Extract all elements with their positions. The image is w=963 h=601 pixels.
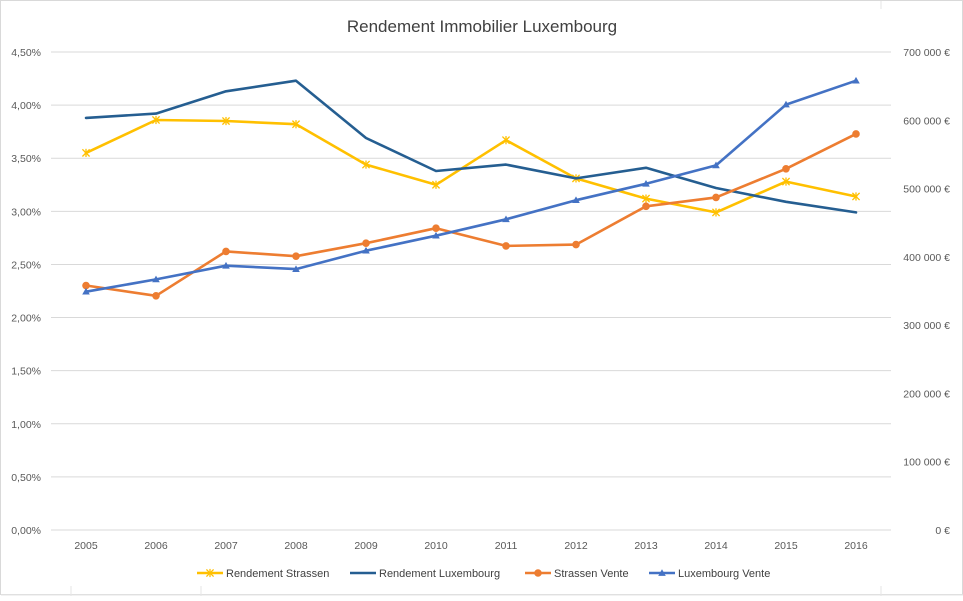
data-point-luxembourg-vente (292, 265, 300, 272)
data-point-strassen-vente (222, 247, 230, 256)
data-point-strassen-vente (852, 130, 860, 138)
x-tick-label: 2016 (844, 540, 868, 552)
legend-item-luxembourg-vente: Luxembourg Vente (649, 568, 770, 580)
data-point-rendement-strassen (221, 116, 231, 126)
data-point-rendement-strassen (501, 136, 511, 145)
left-axis: 0,00% 0,50% 1,00% 1,50% 2,00% 2,50% 3,00% 3,50%… (11, 47, 41, 537)
x-tick-label: 2006 (144, 540, 168, 552)
x-tick-label: 2007 (214, 540, 238, 552)
series-line-strassen-vente (84, 132, 858, 298)
y-left-tick-label: 4,50% (11, 47, 41, 59)
data-point-strassen-vente (712, 193, 720, 202)
gridlines (51, 51, 891, 531)
legend: Rendement Strassen Rendement Luxembourg St… (197, 568, 770, 580)
data-point-strassen-vente (152, 291, 160, 300)
x-axis: 2005 2006 2007 2008 2009 2010 2011 2012 2013 2014… (74, 540, 868, 552)
y-left-tick-label: 4,00% (11, 100, 41, 112)
x-tick-label: 2009 (354, 540, 378, 552)
x-tick-label: 2012 (564, 540, 588, 552)
data-point-luxembourg-vente (852, 76, 860, 84)
y-left-tick-label: 0,50% (11, 472, 41, 484)
y-left-tick-label: 1,00% (11, 419, 41, 431)
series-strassen-vente (82, 130, 860, 300)
chart-title: Rendement Immobilier Luxembourg (347, 17, 617, 36)
legend-label: Rendement Strassen (226, 568, 329, 580)
data-point-luxembourg-vente (222, 261, 230, 269)
y-right-tick-label: 100 000 € (903, 457, 950, 469)
x-tick-label: 2011 (495, 540, 518, 552)
legend-label: Luxembourg Vente (678, 568, 770, 580)
data-point-luxembourg-vente (152, 275, 160, 283)
data-point-strassen-vente (642, 202, 650, 211)
data-point-luxembourg-vente (432, 231, 440, 239)
y-left-tick-label: 3,00% (11, 206, 41, 218)
y-right-tick-label: 600 000 € (903, 115, 950, 127)
data-point-luxembourg-vente (502, 215, 510, 223)
data-point-rendement-strassen (361, 160, 371, 169)
y-left-tick-label: 1,50% (11, 366, 41, 378)
x-tick-label: 2008 (284, 540, 308, 552)
series-line-rendement-luxembourg (84, 79, 858, 214)
data-point-rendement-strassen (151, 115, 161, 125)
data-point-strassen-vente (572, 240, 580, 249)
data-point-rendement-strassen (641, 194, 651, 203)
data-point-strassen-vente (782, 164, 790, 173)
y-left-tick-label: 2,50% (11, 259, 41, 271)
legend-item-strassen-vente: Strassen Vente (525, 568, 629, 580)
series-layer (81, 76, 861, 300)
data-point-strassen-vente (82, 281, 90, 290)
legend-marker (534, 569, 542, 577)
series-line-luxembourg-vente (84, 79, 858, 294)
data-point-strassen-vente (292, 252, 300, 260)
y-left-tick-label: 0,00% (11, 525, 41, 537)
data-point-strassen-vente (432, 224, 440, 232)
y-left-tick-label: 2,00% (11, 313, 41, 325)
series-rendement-luxembourg (84, 79, 858, 214)
y-right-tick-label: 300 000 € (903, 320, 950, 332)
legend-marker (658, 569, 666, 576)
data-point-rendement-strassen (711, 208, 721, 217)
data-point-rendement-strassen (291, 120, 301, 129)
data-point-luxembourg-vente (712, 161, 720, 169)
legend-item-rendement-luxembourg: Rendement Luxembourg (350, 568, 500, 580)
data-point-rendement-strassen (851, 192, 861, 201)
legend-label: Strassen Vente (554, 568, 629, 580)
x-tick-label: 2013 (634, 540, 658, 552)
data-point-strassen-vente (362, 239, 370, 247)
right-axis: 0 € 100 000 € 200 000 € 300 000 € 400 000 € 5… (903, 47, 950, 537)
y-right-tick-label: 700 000 € (903, 47, 950, 59)
series-luxembourg-vente (82, 76, 860, 295)
data-point-luxembourg-vente (642, 179, 650, 187)
data-point-rendement-strassen (431, 180, 441, 189)
series-line-rendement-strassen (84, 118, 858, 214)
data-point-rendement-strassen (781, 177, 791, 186)
x-tick-label: 2010 (424, 540, 448, 552)
data-point-luxembourg-vente (572, 196, 580, 204)
legend-label: Rendement Luxembourg (379, 568, 500, 580)
data-point-luxembourg-vente (362, 246, 370, 254)
data-point-rendement-strassen (81, 148, 91, 158)
y-left-tick-label: 3,50% (11, 153, 41, 165)
data-point-strassen-vente (502, 242, 510, 250)
y-right-tick-label: 0 € (935, 525, 950, 537)
y-right-tick-label: 400 000 € (903, 252, 950, 264)
y-right-tick-label: 500 000 € (903, 184, 950, 196)
series-rendement-strassen (81, 115, 861, 217)
legend-marker (205, 568, 215, 578)
x-tick-label: 2005 (74, 540, 98, 552)
x-tick-label: 2015 (774, 540, 798, 552)
y-right-tick-label: 200 000 € (903, 388, 950, 400)
data-point-luxembourg-vente (82, 287, 90, 295)
x-tick-label: 2014 (704, 540, 728, 552)
data-point-luxembourg-vente (782, 100, 790, 108)
legend-item-rendement-strassen: Rendement Strassen (197, 568, 329, 580)
